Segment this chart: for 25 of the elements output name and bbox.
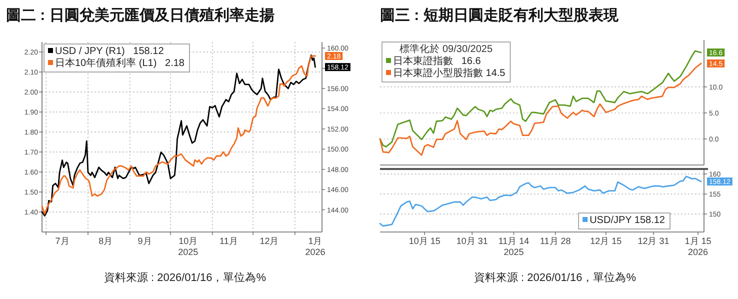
source-note: 資料來源 : 2026/01/16，單位為% bbox=[104, 271, 266, 284]
x-tick-label: 11月 bbox=[219, 236, 238, 246]
legend-label: USD / JPY (R1) 158.12 bbox=[55, 46, 164, 57]
x-tick-label: 12月 bbox=[260, 236, 279, 246]
x-tick-label: 12月 31 bbox=[638, 236, 670, 246]
x-tick-label: 1月 15 2026 bbox=[684, 236, 712, 257]
x-tick-label: 7月 bbox=[55, 236, 70, 246]
x-tick-label: 10月 31 bbox=[456, 236, 488, 246]
chart-title: 圖三 : 短期日圓走貶有利大型股表現 bbox=[380, 7, 620, 24]
legend: USD/JPY 158.12 bbox=[578, 212, 670, 230]
x-tick-label: 11月 14 2025 bbox=[498, 236, 530, 257]
x-tick-label: 12月 15 bbox=[590, 236, 622, 246]
legend-label: 日本東證指數 16.6 bbox=[393, 55, 482, 67]
x-tick-label: 9月 bbox=[138, 236, 152, 246]
x-tick-label: 1月 2026 bbox=[305, 236, 326, 257]
x-tick-label: 11月 28 bbox=[540, 236, 571, 246]
legend-label: 日本東證小型股指數 14.5 bbox=[393, 67, 506, 79]
chart-title: 圖二 : 日圓兌美元匯價及日債殖利率走揚 bbox=[6, 6, 274, 24]
legend-label: USD/JPY 158.12 bbox=[590, 215, 666, 226]
legend-label: 日本10年債殖利率 (L1) 2.18 bbox=[55, 57, 185, 69]
source-note: 資料來源 : 2026/01/16，單位為% bbox=[474, 271, 636, 284]
legend-title: 標準化於 09/30/2025 bbox=[400, 43, 493, 55]
x-tick-label: 10月 15 bbox=[408, 236, 440, 246]
x-tick-label: 8月 bbox=[98, 236, 113, 246]
x-tick-label: 10月 2025 bbox=[178, 236, 198, 257]
